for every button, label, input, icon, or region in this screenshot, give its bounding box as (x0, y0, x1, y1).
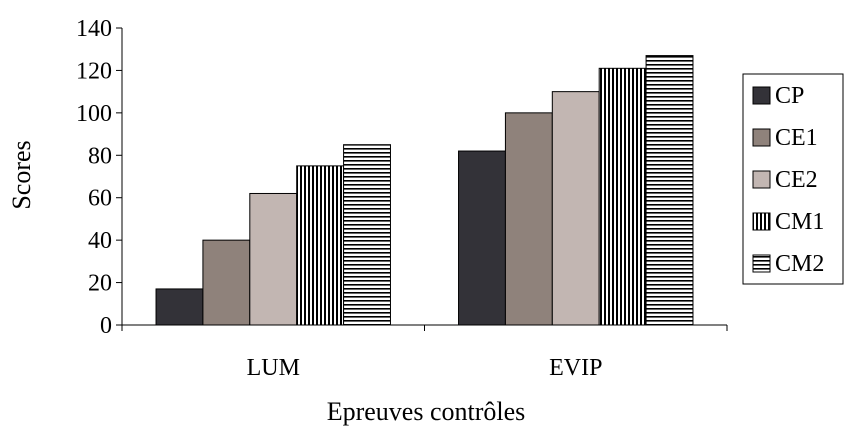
y-tick-label: 60 (88, 186, 112, 212)
y-tick-label: 140 (76, 16, 112, 42)
bar-ce2-evip (551, 91, 600, 326)
bar-ce1-evip (504, 112, 553, 326)
x-tick-label: LUM (247, 355, 300, 381)
y-tick-label: 20 (88, 271, 112, 297)
bar-cm2-lum (343, 144, 391, 326)
legend-swatch-ce2 (752, 170, 771, 189)
legend-swatch-ce1 (752, 128, 771, 147)
legend-label-ce2: CE2 (775, 167, 818, 193)
y-tick-label: 100 (76, 101, 112, 127)
legend-label-cm1: CM1 (775, 209, 824, 235)
bar-cm2-evip (645, 55, 694, 326)
x-axis-label: Epreuves contrôles (327, 397, 526, 426)
x-tick-label: EVIP (549, 355, 602, 381)
legend-label-ce1: CE1 (775, 125, 818, 151)
bar-cm1-lum (296, 165, 345, 326)
y-tick-label: 40 (88, 228, 112, 254)
x-axis: LUM EVIP (121, 324, 728, 381)
y-axis: 0 20 40 60 80 100 120 140 (76, 16, 123, 339)
legend-label-cm2: CM2 (775, 251, 824, 277)
bar-ce2-lum (249, 192, 298, 326)
y-tick-label: 120 (76, 58, 112, 84)
legend-swatch-cm1 (752, 212, 771, 231)
legend-swatch-cp (752, 86, 771, 105)
y-tick-label: 80 (88, 143, 112, 169)
bar-cp-lum (155, 288, 204, 326)
y-tick-label: 0 (100, 313, 112, 339)
bars (155, 55, 694, 326)
legend-label-cp: CP (775, 83, 804, 109)
legend: CP CE1 CE2 CM1 CM2 (742, 73, 844, 285)
legend-swatch-cm2 (752, 254, 771, 273)
bar-cp-evip (458, 150, 506, 326)
bar-ce1-lum (202, 239, 251, 326)
y-axis-label: Scores (7, 140, 36, 209)
bar-cm1-evip (598, 67, 647, 326)
